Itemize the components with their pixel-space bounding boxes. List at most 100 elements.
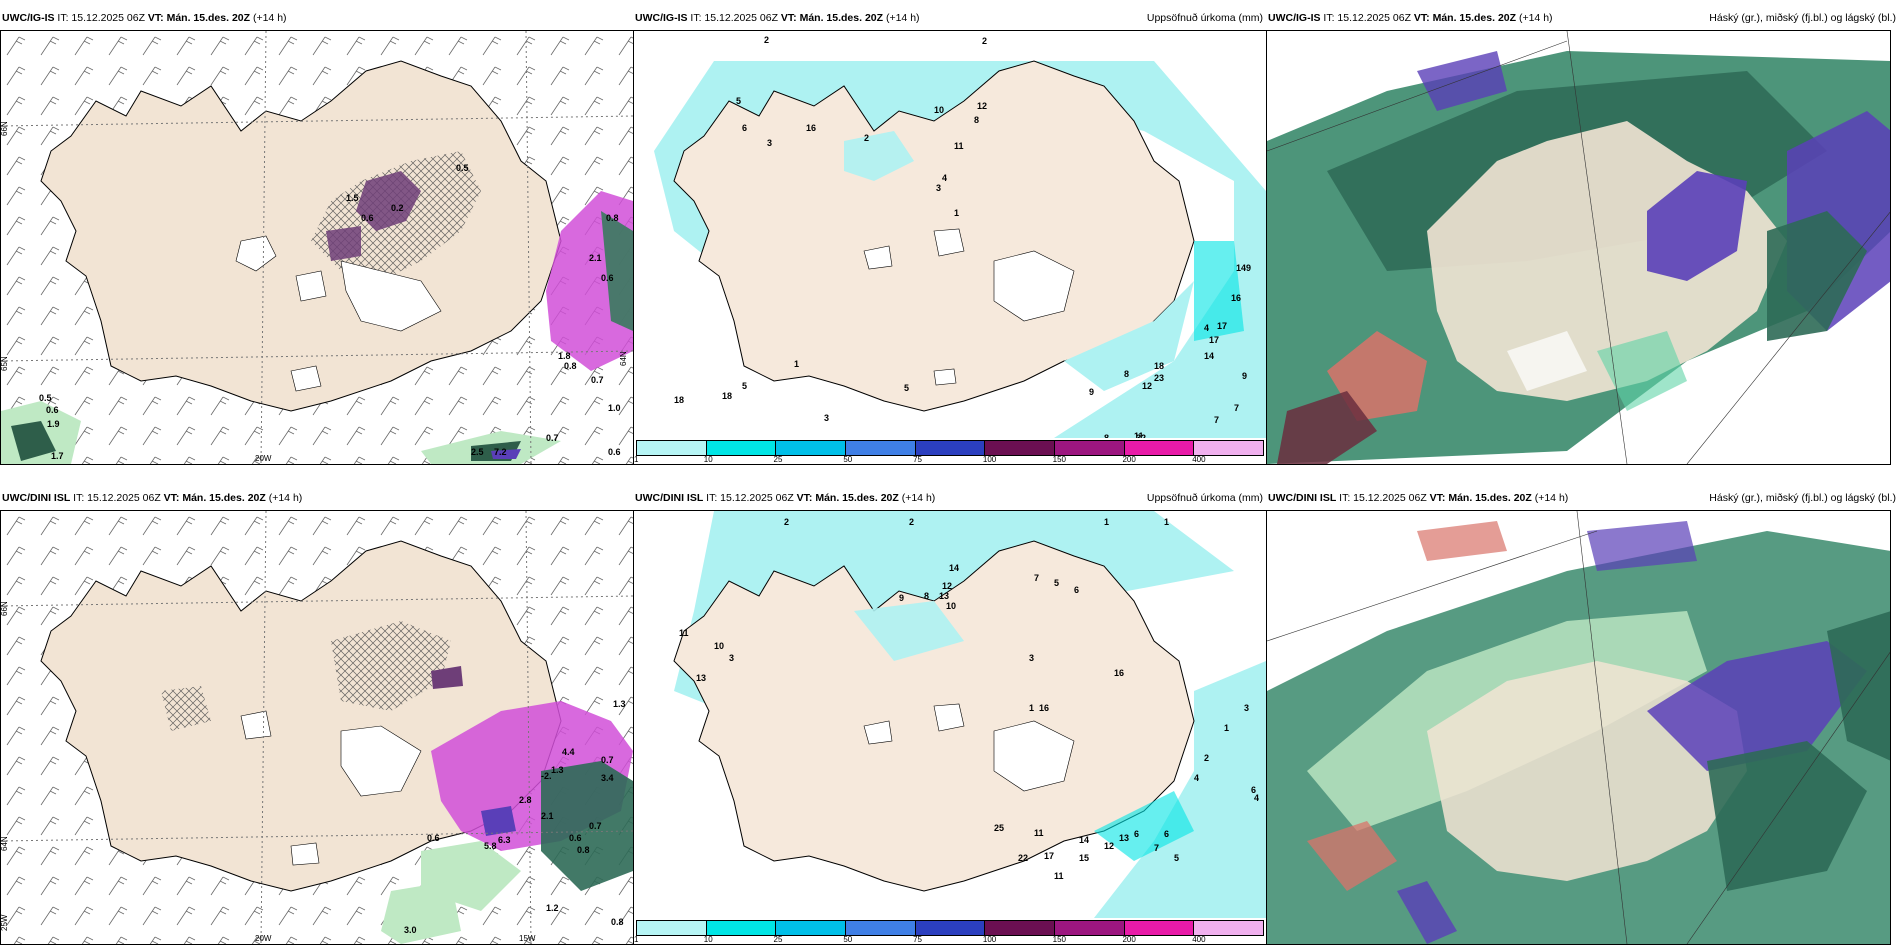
- value-label: 2: [1204, 753, 1209, 763]
- value-label: 5: [742, 381, 747, 391]
- map-frame: [1266, 30, 1891, 465]
- value-label: 3: [767, 138, 772, 148]
- panel-header: UWC/DINI ISL IT: 15.12.2025 06Z VT: Mán.…: [635, 492, 936, 504]
- colorbar-swatch: [985, 921, 1056, 935]
- value-label: 12: [1142, 381, 1152, 391]
- colorbar: 1 10 25 50 75 100 150 200 400: [634, 438, 1266, 464]
- value-label: 11: [1134, 431, 1144, 438]
- value-label: 0.7: [591, 375, 604, 385]
- map-frame: 2 2 1 1 9 8 12 13 10 14 7 6 5 3 1 16 16 11 10 3 13 25 22 17 15 14…: [633, 510, 1267, 945]
- colorbar-tick: 50: [843, 455, 853, 464]
- map-canvas: [1267, 31, 1890, 464]
- value-label: 0.8: [611, 917, 624, 927]
- lat-label: 64N: [619, 351, 628, 366]
- value-label: 3: [1029, 653, 1034, 663]
- value-labels: 1.3 0.7 3.4 2.8 5.86.3 2.1 0.6 0.8 0.7 1.2 3.0 0.8 -…: [404, 699, 626, 935]
- value-label: 0.5: [39, 393, 52, 403]
- value-label: 11: [1034, 828, 1044, 838]
- value-label: 2: [864, 133, 869, 143]
- value-label: 1.3: [613, 699, 626, 709]
- colorbar-tick: 10: [703, 455, 713, 464]
- value-label: 8: [1124, 369, 1129, 379]
- value-label: 3: [936, 183, 941, 193]
- colorbar-tick: 1: [634, 935, 639, 944]
- map-frame: 2 6 5 3 16 10 12 11 8 3 4 2 1 18 18 5 1 3 5 14 9 16 17 17 14 9 8 12…: [633, 30, 1267, 465]
- value-label: 7: [1034, 573, 1039, 583]
- value-label: 10: [946, 601, 956, 611]
- colorbar-tick: 100: [982, 935, 997, 944]
- value-label: 2.1: [541, 811, 554, 821]
- precip-rate-shading: [381, 666, 633, 944]
- value-label: 3: [824, 413, 829, 423]
- lat-label: 64N: [1, 836, 9, 851]
- map-frame: 66N 64N 25W 20W 15W 1.3 0.7 3.4 2.8 5.8 6.3 2.…: [0, 510, 634, 945]
- value-label: 16: [1039, 703, 1049, 713]
- value-label: 9: [1089, 387, 1094, 397]
- value-label: 8: [974, 115, 979, 125]
- value-label: 0.6: [569, 833, 582, 843]
- colorbar-tick: 400: [1192, 455, 1206, 464]
- panel-title: Uppsöfnuð úrkoma (mm): [1146, 12, 1263, 24]
- value-label: 25: [994, 823, 1004, 833]
- colorbar-tick: 150: [1052, 455, 1067, 464]
- value-label: 11: [1054, 871, 1064, 881]
- panel-title: Háský (gr.), miðský (fj.bl.) og lágský (…: [1709, 12, 1896, 24]
- value-label: 14: [949, 563, 959, 573]
- colorbar-swatch: [846, 921, 916, 935]
- value-label: 4.4: [562, 747, 575, 757]
- value-label: 0.6: [361, 213, 374, 223]
- map-panel-accum-precip-bottom: UWC/DINI ISL IT: 15.12.2025 06Z VT: Mán.…: [633, 490, 1267, 945]
- colorbar-tick: 75: [913, 935, 923, 944]
- panel-title: Uppsöfnuð úrkoma (mm): [1146, 492, 1263, 504]
- value-label: 9: [1246, 263, 1251, 273]
- map-frame: 66N 65N 64N 20W 0.5 0.6 1.9 1.7 2.5 7.2 0.7 0.6…: [0, 30, 634, 465]
- value-label: 17: [1209, 335, 1219, 345]
- lon-label: 25W: [1, 914, 9, 931]
- panel-header: UWC/DINI ISL IT: 15.12.2025 06Z VT: Mán.…: [1268, 492, 1569, 504]
- value-label: 5: [904, 383, 909, 393]
- value-label: 11: [679, 628, 689, 638]
- value-label: 23: [1154, 373, 1164, 383]
- colorbar-swatch: [1055, 921, 1125, 935]
- value-label: 2: [784, 517, 789, 527]
- value-label: 1.5: [346, 193, 359, 203]
- grid-lines: [1, 31, 633, 464]
- colorbar-tick: 25: [773, 935, 783, 944]
- value-label: 10: [714, 641, 724, 651]
- colorbar-tick: 25: [773, 455, 783, 464]
- value-label: 1.3: [551, 765, 564, 775]
- colorbar-tick: 75: [913, 455, 923, 464]
- colorbar-tick: 150: [1052, 935, 1067, 944]
- lat-label: 66N: [1, 121, 9, 136]
- lon-label: 15W: [519, 934, 536, 943]
- value-label: 7: [1154, 843, 1159, 853]
- value-label: 4: [942, 173, 947, 183]
- map-panel-wind-precip-bottom: UWC/DINI ISL IT: 15.12.2025 06Z VT: Mán.…: [0, 490, 634, 945]
- value-label: 13: [696, 673, 706, 683]
- value-label: 10: [934, 105, 944, 115]
- value-label: 6: [1134, 829, 1139, 839]
- lat-label: 66N: [1, 601, 9, 616]
- value-label: 1.8: [558, 351, 571, 361]
- colorbar-tick: 50: [843, 935, 853, 944]
- value-label: 1: [1104, 517, 1109, 527]
- value-label: 6: [1251, 785, 1256, 795]
- value-label: 1: [1224, 723, 1229, 733]
- value-label: 13: [939, 591, 949, 601]
- value-label: 18: [674, 395, 684, 405]
- map-canvas: 66N 64N 25W 20W 15W 1.3 0.7 3.4 2.8 5.86.3 2.…: [1, 511, 633, 944]
- map-canvas: [1267, 511, 1890, 944]
- panel-header: UWC/IG-IS IT: 15.12.2025 06Z VT: Mán. 15…: [635, 12, 920, 24]
- value-label: 32: [1136, 433, 1146, 438]
- value-label: 3.4: [601, 773, 614, 783]
- value-label: 6: [1074, 585, 1079, 595]
- value-label: 0.7: [601, 755, 614, 765]
- value-label: 16: [1114, 668, 1124, 678]
- colorbar-tick: 100: [982, 455, 997, 464]
- value-label: 1: [794, 359, 799, 369]
- map-panel-accum-precip-top: UWC/IG-IS IT: 15.12.2025 06Z VT: Mán. 15…: [633, 10, 1267, 465]
- colorbar-swatch: [1124, 441, 1195, 455]
